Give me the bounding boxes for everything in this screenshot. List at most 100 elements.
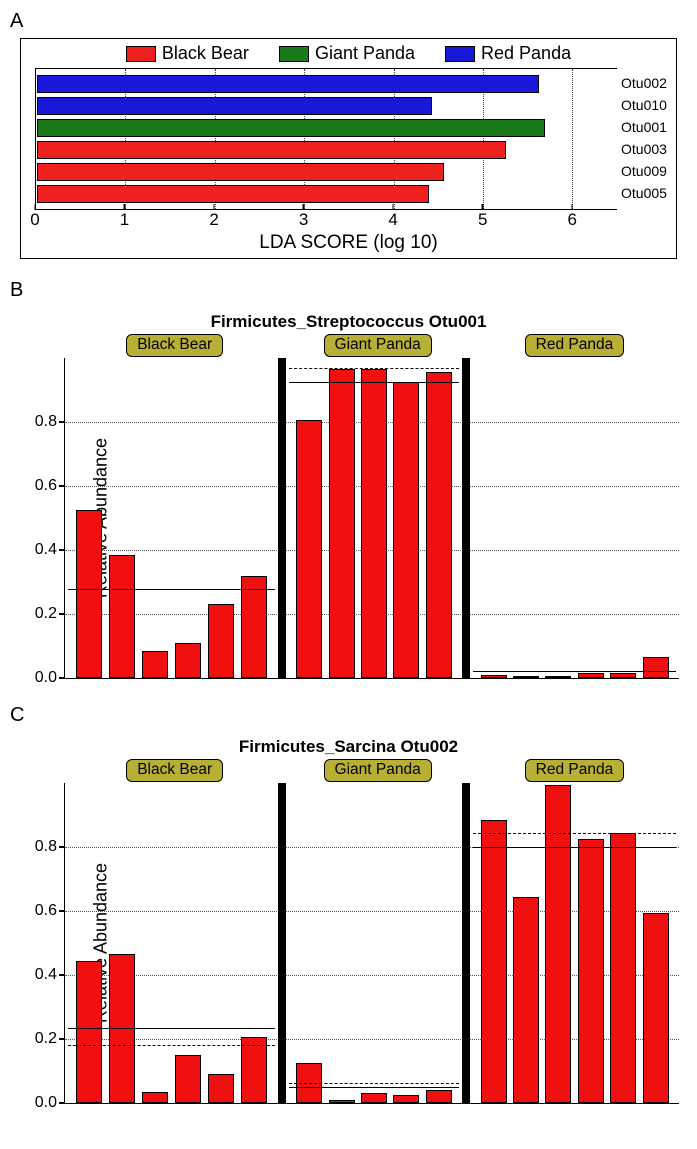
group-header-cell: Giant Panda <box>285 759 470 783</box>
panel-c-headers: Black Bear Giant Panda Red Panda <box>64 759 679 783</box>
legend-label: Red Panda <box>481 43 571 64</box>
group-tab: Giant Panda <box>324 334 432 357</box>
dash-line <box>68 1045 275 1046</box>
vbar <box>513 676 539 678</box>
hbar <box>37 97 432 115</box>
x-tick: 0 <box>30 210 39 230</box>
mean-line <box>289 1087 459 1088</box>
panel-b-headers: Black Bear Giant Panda Red Panda <box>64 334 679 358</box>
dash-line <box>289 368 459 369</box>
dash-line <box>473 671 676 672</box>
vbar <box>329 1100 355 1103</box>
dash-line <box>289 1083 459 1084</box>
legend: Black Bear Giant Panda Red Panda <box>25 43 672 68</box>
vbar <box>578 839 604 1103</box>
vbar <box>241 1037 267 1103</box>
vbar <box>208 1074 234 1103</box>
group-tab: Black Bear <box>126 759 223 782</box>
panel-b-title: Firmicutes_Streptococcus Otu001 <box>10 312 687 332</box>
group-header-cell: Red Panda <box>470 334 679 358</box>
panel-c-title: Firmicutes_Sarcina Otu002 <box>10 737 687 757</box>
group-tab: Black Bear <box>126 334 223 357</box>
legend-swatch <box>126 46 156 62</box>
vbar <box>481 675 507 678</box>
group <box>286 783 470 1103</box>
y-tick-label: 0.4 <box>35 966 57 984</box>
hbar-label: Otu001 <box>621 119 667 135</box>
legend-label: Black Bear <box>162 43 249 64</box>
group-header-cell: Red Panda <box>470 759 679 783</box>
x-tick: 6 <box>567 210 576 230</box>
group-tab: Red Panda <box>525 334 625 357</box>
y-tick-label: 0.4 <box>35 541 57 559</box>
vbar <box>513 897 539 1103</box>
vbar <box>426 372 452 678</box>
vbar <box>175 1055 201 1103</box>
group <box>470 783 679 1103</box>
vbar <box>578 673 604 678</box>
hbar <box>37 119 545 137</box>
x-tick: 1 <box>120 210 129 230</box>
gridline <box>572 69 573 209</box>
group <box>65 358 286 678</box>
mean-line <box>68 1028 275 1029</box>
y-tick-label: 0.0 <box>35 1094 57 1112</box>
mean-line <box>289 382 459 383</box>
panel-a-x-title: LDA SCORE (log 10) <box>25 232 672 254</box>
group-header-cell: Black Bear <box>64 759 285 783</box>
vbar <box>643 657 669 678</box>
group <box>470 358 679 678</box>
panel-c-label: C <box>10 704 687 727</box>
panel-a-x-ticks: 0123456 <box>35 210 617 234</box>
vbar <box>426 1090 452 1103</box>
vbar <box>175 643 201 678</box>
vbar <box>361 1093 387 1103</box>
vbar <box>643 913 669 1103</box>
panel-b-label: B <box>10 279 687 302</box>
vbar <box>296 420 322 678</box>
dash-line <box>68 589 275 590</box>
panel-a-plot: Otu002Otu010Otu001Otu003Otu009Otu005 <box>35 68 617 210</box>
dash-line <box>473 833 676 834</box>
group-tab: Red Panda <box>525 759 625 782</box>
x-tick: 5 <box>478 210 487 230</box>
vbar <box>76 961 102 1103</box>
group-tab: Giant Panda <box>324 759 432 782</box>
y-tick-label: 0.2 <box>35 605 57 623</box>
panel-a: Black BearGiant PandaRed Panda Otu002Otu… <box>20 38 677 259</box>
vbar <box>481 820 507 1103</box>
y-tick-label: 0.6 <box>35 902 57 920</box>
vbar <box>393 382 419 678</box>
vbar <box>142 1092 168 1103</box>
hbar <box>37 75 539 93</box>
x-tick: 3 <box>299 210 308 230</box>
vbar <box>329 369 355 678</box>
panel-c-plot: Relative Abundance 0.00.20.40.60.8 <box>64 783 679 1104</box>
y-tick-label: 0.2 <box>35 1030 57 1048</box>
y-tick-label: 0.0 <box>35 669 57 687</box>
hbar <box>37 185 429 203</box>
mean-line <box>473 847 676 848</box>
vbar <box>545 676 571 678</box>
hbar <box>37 141 506 159</box>
vbar <box>76 510 102 678</box>
hbar-label: Otu002 <box>621 75 667 91</box>
vbar <box>610 833 636 1103</box>
panel-c: Firmicutes_Sarcina Otu002 Black Bear Gian… <box>10 737 687 1119</box>
group <box>286 358 470 678</box>
legend-swatch <box>445 46 475 62</box>
x-tick: 2 <box>209 210 218 230</box>
hbar-label: Otu005 <box>621 185 667 201</box>
vbar <box>142 651 168 678</box>
hbar-label: Otu010 <box>621 97 667 113</box>
vbar <box>610 673 636 678</box>
hbar <box>37 163 444 181</box>
legend-item: Black Bear <box>126 43 249 64</box>
group-header-cell: Giant Panda <box>285 334 470 358</box>
y-tick-label: 0.6 <box>35 477 57 495</box>
panel-b-plot: Relative Abundance 0.00.20.40.60.8 <box>64 358 679 679</box>
hbar-label: Otu003 <box>621 141 667 157</box>
vbar <box>109 555 135 678</box>
legend-item: Giant Panda <box>279 43 415 64</box>
panel-b: Firmicutes_Streptococcus Otu001 Black Be… <box>10 312 687 694</box>
